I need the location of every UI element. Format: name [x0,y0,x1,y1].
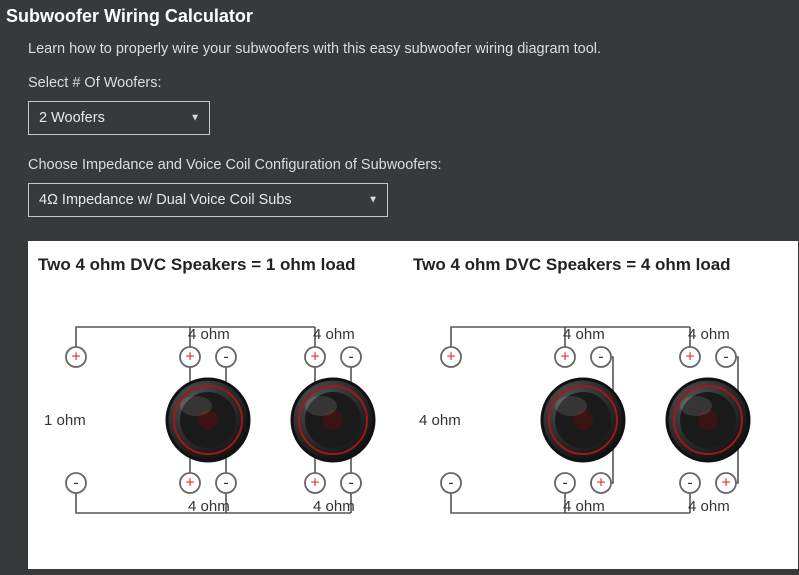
coil-label: 4 ohm [688,498,730,515]
terminal-icon: + [680,347,700,367]
coil-label: 4 ohm [188,498,230,515]
svg-text:-: - [223,349,228,366]
terminal-icon: + [305,473,325,493]
terminal-icon: - [341,347,361,367]
terminal-icon: + [180,473,200,493]
impedance-label: Choose Impedance and Voice Coil Configur… [28,157,799,173]
terminal-icon: + [555,347,575,367]
terminal-icon: - [216,347,236,367]
coil-label: 4 ohm [563,498,605,515]
svg-text:+: + [71,349,80,366]
svg-text:-: - [448,475,453,492]
diagram-panel-b: Two 4 ohm DVC Speakers = 4 ohm load + [413,255,788,559]
coil-label: 4 ohm [188,326,230,343]
svg-text:-: - [73,475,78,492]
terminal-icon: + [441,347,461,367]
svg-text:-: - [598,349,603,366]
svg-text:-: - [348,349,353,366]
intro-text: Learn how to properly wire your subwoofe… [28,41,799,57]
panel-b-svg: + - + - + - - + - + 4 ohm 4 ohm [413,285,788,545]
svg-text:-: - [562,475,567,492]
coil-label: 4 ohm [313,498,355,515]
svg-text:-: - [687,475,692,492]
svg-text:-: - [723,349,728,366]
terminal-icon: + [180,347,200,367]
coil-label: 4 ohm [563,326,605,343]
woofer-count-select[interactable]: 2 Woofers [29,102,209,134]
terminal-icon: + [591,473,611,493]
svg-text:-: - [223,475,228,492]
load-label: 4 ohm [419,412,461,429]
woofer-count-label: Select # Of Woofers: [28,75,799,91]
svg-text:-: - [348,475,353,492]
load-label: 1 ohm [44,412,86,429]
svg-text:+: + [446,349,455,366]
terminal-icon: - [591,347,611,367]
coil-label: 4 ohm [313,326,355,343]
coil-label: 4 ohm [688,326,730,343]
woofer-count-select-wrap[interactable]: 2 Woofers ▼ [28,101,210,135]
diagram-panel-a: Two 4 ohm DVC Speakers = 1 ohm load + [38,255,413,559]
terminal-icon: - [555,473,575,493]
panel-a-title: Two 4 ohm DVC Speakers = 1 ohm load [38,255,413,275]
speaker-icon [541,378,625,462]
svg-text:+: + [685,349,694,366]
terminal-icon: - [341,473,361,493]
terminal-icon: + [305,347,325,367]
speaker-icon [666,378,750,462]
speaker-icon [291,378,375,462]
svg-text:+: + [185,475,194,492]
impedance-select[interactable]: 4Ω Impedance w/ Dual Voice Coil Subs [29,184,387,216]
terminal-icon: - [216,473,236,493]
svg-text:+: + [560,349,569,366]
terminal-icon: - [680,473,700,493]
svg-text:+: + [721,475,730,492]
panel-a-svg: + - + - + - + - + - 1 ohm 4 ohm [38,285,413,545]
panel-b-title: Two 4 ohm DVC Speakers = 4 ohm load [413,255,788,275]
terminal-icon: - [66,473,86,493]
terminal-icon: - [716,347,736,367]
terminal-icon: + [66,347,86,367]
svg-text:+: + [310,349,319,366]
impedance-select-wrap[interactable]: 4Ω Impedance w/ Dual Voice Coil Subs ▼ [28,183,388,217]
terminal-icon: + [716,473,736,493]
svg-text:+: + [185,349,194,366]
speaker-icon [166,378,250,462]
wiring-diagram-area: Two 4 ohm DVC Speakers = 1 ohm load + [28,241,798,569]
svg-text:+: + [596,475,605,492]
svg-text:+: + [310,475,319,492]
terminal-icon: - [441,473,461,493]
page-title: Subwoofer Wiring Calculator [6,6,799,27]
